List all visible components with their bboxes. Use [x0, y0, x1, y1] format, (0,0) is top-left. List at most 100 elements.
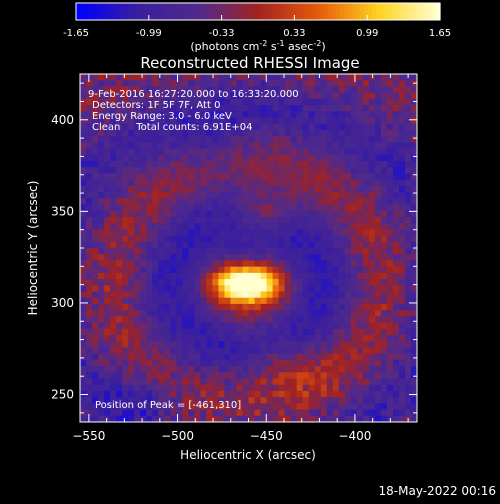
heatmap-pixel [398, 415, 406, 422]
heatmap-pixel [98, 303, 105, 311]
heatmap-pixel [296, 341, 304, 348]
heatmap-pixel [212, 74, 219, 81]
heatmap-pixel [242, 117, 249, 125]
heatmap-pixel [116, 235, 123, 243]
heatmap-pixel [242, 359, 249, 367]
heatmap-pixel [266, 403, 274, 411]
heatmap-pixel [86, 310, 93, 317]
heatmap-pixel [86, 105, 93, 112]
heatmap-pixel [206, 154, 213, 162]
heatmap-pixel [260, 335, 268, 342]
heatmap-pixel [80, 366, 87, 373]
heatmap-pixel [152, 86, 159, 94]
heatmap-pixel [170, 378, 177, 386]
heatmap-pixel [224, 272, 231, 280]
heatmap-pixel [290, 179, 298, 187]
heatmap-pixel [236, 279, 243, 286]
heatmap-pixel [314, 235, 322, 243]
heatmap-pixel [218, 123, 225, 131]
heatmap-pixel [140, 254, 147, 261]
heatmap-pixel [302, 248, 310, 255]
heatmap-pixel [278, 322, 286, 330]
heatmap-pixel [374, 347, 382, 355]
heatmap-pixel [170, 359, 177, 367]
heatmap-pixel [152, 303, 159, 311]
heatmap-pixel [194, 185, 201, 193]
heatmap-pixel [140, 167, 147, 174]
heatmap-pixel [80, 136, 87, 143]
heatmap-pixel [176, 303, 183, 311]
heatmap-pixel [398, 341, 406, 348]
heatmap-pixel [248, 248, 256, 255]
heatmap-pixel [92, 266, 99, 274]
heatmap-pixel [92, 117, 99, 125]
heatmap-pixel [146, 415, 153, 422]
heatmap-pixel [308, 123, 316, 131]
heatmap-pixel [110, 279, 117, 286]
heatmap-pixel [392, 366, 400, 373]
heatmap-pixel [308, 179, 316, 187]
heatmap-pixel [188, 266, 195, 274]
heatmap-pixel [182, 192, 189, 199]
heatmap-pixel [314, 372, 322, 379]
heatmap-pixel [98, 241, 105, 249]
heatmap-pixel [410, 111, 417, 118]
heatmap-pixel [284, 297, 292, 305]
heatmap-pixel [272, 86, 280, 94]
heatmap-pixel [356, 198, 364, 205]
heatmap-pixel [134, 272, 141, 280]
heatmap-pixel [122, 322, 129, 330]
heatmap-pixel [356, 403, 364, 411]
heatmap-pixel [338, 179, 346, 187]
heatmap-pixel [248, 241, 256, 249]
heatmap-pixel [338, 403, 346, 411]
heatmap-pixel [206, 285, 213, 292]
heatmap-pixel [230, 372, 237, 379]
heatmap-pixel [164, 378, 171, 386]
heatmap-pixel [218, 117, 225, 125]
heatmap-pixel [194, 248, 201, 255]
heatmap-pixel [200, 266, 207, 274]
heatmap-pixel [272, 310, 280, 317]
heatmap-pixel [242, 347, 249, 355]
heatmap-pixel [92, 210, 99, 218]
heatmap-pixel [176, 142, 183, 150]
heatmap-pixel [332, 229, 340, 237]
heatmap-pixel [140, 154, 147, 162]
heatmap-pixel [398, 148, 406, 156]
heatmap-pixel [278, 229, 286, 237]
heatmap-pixel [290, 136, 298, 143]
heatmap-pixel [212, 161, 219, 168]
heatmap-pixel [344, 192, 352, 199]
heatmap-pixel [266, 210, 274, 218]
heatmap-pixel [350, 105, 358, 112]
heatmap-pixel [218, 98, 225, 106]
heatmap-pixel [296, 335, 304, 342]
heatmap-pixel [200, 223, 207, 230]
heatmap-pixel [116, 266, 123, 274]
heatmap-pixel [314, 359, 322, 367]
heatmap-pixel [302, 111, 310, 118]
annotation-total-counts: Clean Total counts: 6.91E+04 [92, 122, 252, 133]
heatmap-pixel [110, 142, 117, 150]
heatmap-pixel [146, 279, 153, 286]
heatmap-pixel [164, 223, 171, 230]
heatmap-pixel [278, 161, 286, 168]
heatmap-pixel [116, 415, 123, 422]
heatmap-pixel [362, 341, 370, 348]
heatmap-pixel [86, 248, 93, 255]
heatmap-pixel [188, 297, 195, 305]
heatmap-pixel [344, 216, 352, 224]
heatmap-pixel [152, 415, 159, 422]
heatmap-pixel [110, 366, 117, 373]
heatmap-pixel [326, 192, 334, 199]
heatmap-pixel [284, 173, 292, 181]
heatmap-pixel [386, 223, 394, 230]
heatmap-pixel [200, 154, 207, 162]
heatmap-pixel [254, 285, 262, 292]
heatmap-pixel [92, 390, 99, 398]
heatmap-pixel [368, 229, 376, 237]
heatmap-pixel [206, 322, 213, 330]
heatmap-pixel [188, 260, 195, 268]
heatmap-pixel [314, 403, 322, 411]
